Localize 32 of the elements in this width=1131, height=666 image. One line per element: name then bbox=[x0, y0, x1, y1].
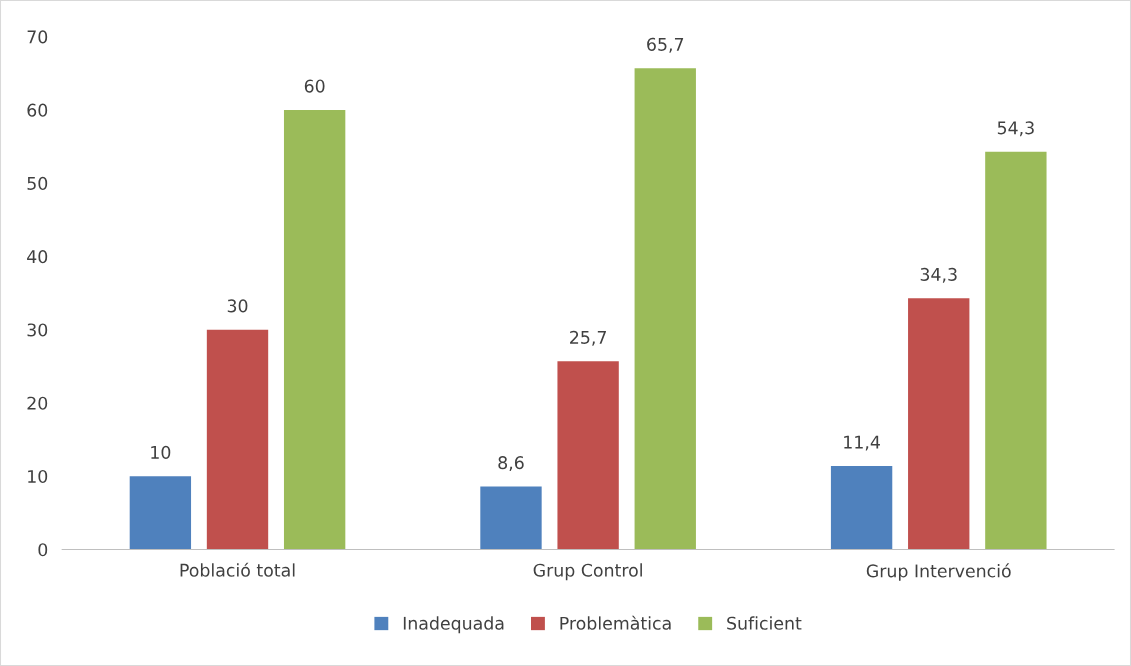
bar bbox=[557, 361, 619, 550]
x-tick-label: Població total bbox=[180, 562, 295, 577]
bar bbox=[206, 329, 269, 550]
y-tick-label: 10 bbox=[28, 469, 48, 484]
bar bbox=[634, 68, 696, 550]
legend-label: Problemàtica bbox=[560, 615, 671, 630]
y-tick-label: 50 bbox=[27, 176, 48, 190]
x-tick-label: Grup Intervenció bbox=[866, 563, 1011, 581]
data-label: 30 bbox=[227, 299, 248, 313]
data-label: 34,3 bbox=[920, 267, 957, 283]
y-tick-label: 20 bbox=[27, 396, 48, 410]
legend-label: Suficient bbox=[727, 616, 802, 630]
bar bbox=[283, 109, 346, 550]
bar bbox=[480, 486, 542, 550]
y-tick-label: 30 bbox=[27, 323, 48, 337]
bar bbox=[985, 151, 1047, 550]
bar bbox=[129, 476, 192, 550]
data-label: 25,7 bbox=[570, 330, 606, 346]
data-label: 54,3 bbox=[997, 121, 1034, 137]
y-tick-label: 60 bbox=[27, 103, 48, 117]
data-label: 60 bbox=[304, 79, 325, 93]
x-tick-label: Grup Control bbox=[533, 563, 642, 581]
y-tick-label: 0 bbox=[38, 543, 48, 557]
y-tick-label: 70 bbox=[27, 30, 48, 44]
legend-label: Inadequada bbox=[403, 616, 504, 634]
bar bbox=[830, 465, 893, 550]
bar bbox=[908, 298, 970, 550]
data-label: 65,7 bbox=[647, 37, 684, 53]
y-tick-label: 40 bbox=[27, 250, 48, 264]
data-label: 8,6 bbox=[498, 456, 524, 471]
data-label: 11,4 bbox=[844, 435, 880, 451]
data-label: 10 bbox=[151, 445, 171, 459]
